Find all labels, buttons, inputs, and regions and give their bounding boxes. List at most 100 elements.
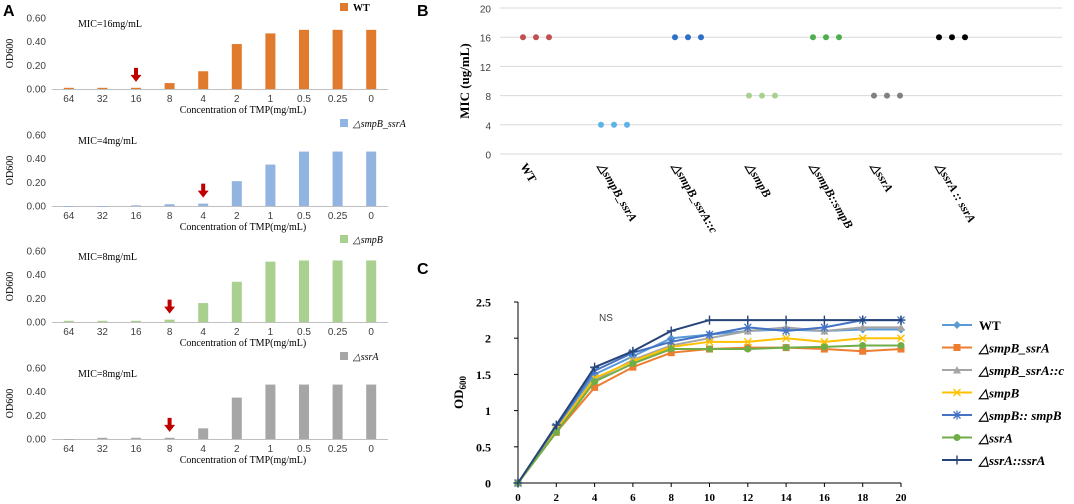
ns-annotation: NS <box>599 313 613 324</box>
x-tick-label: 0 <box>368 94 374 105</box>
series-marker <box>858 323 867 331</box>
series-marker <box>953 434 961 441</box>
panel-c-growth-curves: 0 0.5 1 1.5 2 2.5 0 2 4 6 8 10 12 14 16 18 20 OD600 NS WT △s… <box>451 296 1064 504</box>
series-marker <box>953 388 961 397</box>
legend-item: WT <box>942 318 1001 333</box>
bar <box>332 260 343 322</box>
series-marker <box>953 366 961 374</box>
series-marker <box>820 337 829 346</box>
series-marker <box>782 334 791 343</box>
legend-label: △smpB <box>978 386 1020 401</box>
mic-point <box>533 34 539 41</box>
y-axis-label: MIC (ug/mL) <box>457 43 472 118</box>
bar <box>164 319 175 322</box>
x-tick-label: 20 <box>896 492 908 504</box>
bar <box>265 384 276 439</box>
bar <box>97 206 108 207</box>
x-tick-label: 16 <box>819 492 831 504</box>
bar-chart-1: 0.00 0.20 0.40 0.60 OD600 64 32 16 8 4 2 1 0.5 0.25 0 C… <box>5 3 388 116</box>
x-tick-label: 2 <box>554 492 560 504</box>
mic-point <box>698 34 704 41</box>
series-marker <box>859 347 867 355</box>
mic-point <box>759 92 765 99</box>
x-tick-label: 4 <box>200 327 206 338</box>
x-axis-label: Concentration of TMP(mg/mL) <box>180 338 306 349</box>
panel-a-bar-charts: 0.00 0.20 0.40 0.60 OD600 64 32 16 8 4 2 1 0.5 0.25 0 C… <box>5 3 407 466</box>
legend-label: △ssrA::ssrA <box>978 453 1046 468</box>
legend-label: △smpB_ssrA::c <box>978 363 1064 378</box>
legend-swatch <box>340 235 348 243</box>
x-tick-label: 1 <box>268 327 274 338</box>
bar <box>231 44 242 89</box>
x-tick-label: 0.5 <box>297 444 311 455</box>
y-tick-label: 16 <box>480 34 492 45</box>
mic-label: MIC=16mg/mL <box>78 19 142 30</box>
bar <box>164 437 175 439</box>
x-tick-label: 10 <box>704 492 716 504</box>
series-marker <box>629 363 637 371</box>
bar <box>366 384 377 439</box>
y-tick-label: 20 <box>480 5 492 16</box>
x-tick-label: 2 <box>234 211 240 222</box>
bar-chart-2: 0.00 0.20 0.40 0.60 OD600 64 32 16 8 4 2 1 0.5 0.25 0 C… <box>5 119 407 233</box>
mic-point <box>949 34 955 41</box>
x-tick-label: 0.5 <box>297 94 311 105</box>
x-tick-label: 0.25 <box>328 211 348 222</box>
series-marker <box>781 315 791 325</box>
y-tick-label: 12 <box>480 63 492 74</box>
y-tick-label: 0.20 <box>27 294 47 305</box>
series-marker <box>952 455 962 465</box>
series-marker <box>953 321 961 329</box>
x-tick-label: 8 <box>167 211 173 222</box>
mic-point <box>823 34 829 41</box>
x-tick-label: △ssrA <box>868 160 896 195</box>
series-marker <box>706 345 713 353</box>
mic-arrow-icon <box>197 183 209 198</box>
mic-point <box>598 121 604 128</box>
series-marker <box>896 315 906 325</box>
bar <box>332 29 343 89</box>
series-marker <box>667 337 676 347</box>
legend-item: △smpB:: smpB <box>942 408 1062 423</box>
series-marker <box>859 341 867 349</box>
series-marker <box>744 345 752 353</box>
y-tick-label: 0.20 <box>27 411 47 422</box>
bar <box>366 29 377 89</box>
legend-swatch <box>340 3 348 11</box>
series-1 <box>514 344 905 487</box>
series-marker <box>705 337 714 346</box>
mic-point <box>936 34 942 41</box>
y-axis-label: OD600 <box>5 272 16 301</box>
panel-c-letter: C <box>417 261 429 278</box>
x-tick-label: 32 <box>97 327 109 338</box>
legend-label: △ssrA <box>978 431 1013 446</box>
y-tick-label: 2 <box>485 332 491 346</box>
x-tick-label: 16 <box>130 94 142 105</box>
series-marker <box>629 360 637 368</box>
bar <box>332 384 343 439</box>
x-tick-label: 0.5 <box>297 211 311 222</box>
x-tick-label: △smpB <box>743 160 774 200</box>
legend-item: △smpB <box>942 386 1020 401</box>
x-tick-label: 16 <box>130 327 142 338</box>
series-marker <box>591 378 599 386</box>
y-axis-label: OD600 <box>5 39 16 68</box>
series-marker <box>953 410 961 420</box>
y-tick-label: 1 <box>485 404 491 418</box>
series-marker <box>782 326 791 336</box>
legend-label: △smpB <box>352 235 383 246</box>
bar <box>131 87 141 89</box>
mic-point <box>897 92 903 99</box>
series-marker <box>858 334 867 343</box>
x-tick-label: 64 <box>63 211 75 222</box>
bar <box>299 151 309 206</box>
series-marker <box>705 315 714 325</box>
y-tick-label: 0 <box>485 477 491 491</box>
legend-swatch <box>340 119 348 127</box>
bar <box>131 320 141 322</box>
x-tick-label: 0.25 <box>328 444 348 455</box>
bar <box>231 397 242 439</box>
bar <box>164 204 175 206</box>
mic-point <box>871 92 877 99</box>
